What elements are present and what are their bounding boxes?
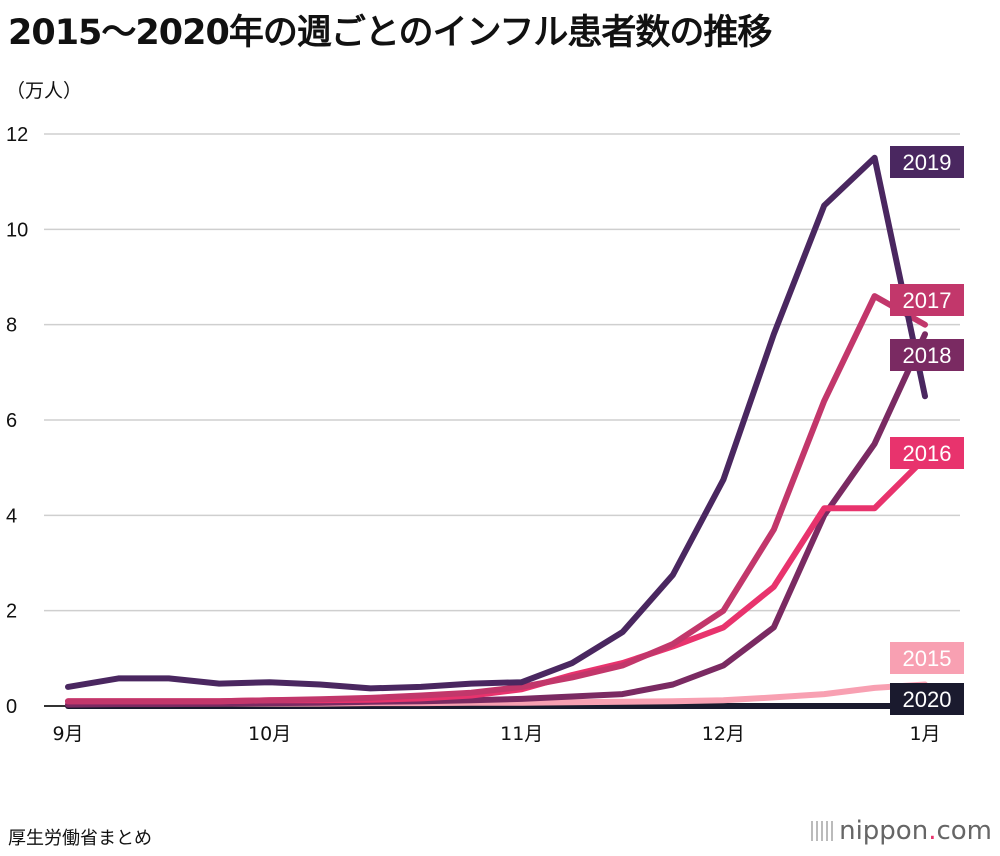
- series-label-text: 2017: [903, 288, 952, 313]
- series-label-bg: [890, 437, 964, 469]
- x-tick-label: 1月: [909, 723, 940, 745]
- brand-bars-icon: [811, 821, 834, 841]
- series-label-2016: 2016: [890, 437, 964, 469]
- series-line-2019: [65, 154, 928, 692]
- series-lines: [65, 154, 928, 709]
- series-line-2017: [65, 293, 928, 705]
- y-axis-unit-label: （万人）: [6, 80, 83, 102]
- x-tick-labels: 9月 10月 11月 12月 1月: [52, 723, 940, 745]
- y-tick-label: 2: [6, 601, 17, 623]
- x-tick-label: 9月: [52, 723, 83, 745]
- series-line-2018: [65, 331, 928, 708]
- x-tick-label: 11月: [500, 723, 543, 745]
- x-tick-label: 10月: [248, 723, 291, 745]
- y-tick-labels: 0 2 4 6 8 10 12: [6, 124, 28, 718]
- brand-logo: nippon.com: [811, 816, 992, 846]
- series-label-bg: [890, 339, 964, 371]
- series-label-2018: 2018: [890, 339, 964, 371]
- series-label-text: 2020: [903, 687, 952, 712]
- grid-lines: [44, 133, 960, 707]
- series-label-text: 2015: [903, 646, 952, 671]
- series-label-text: 2018: [903, 343, 952, 368]
- series-label-bg: [890, 146, 964, 178]
- series-label-2017: 2017: [890, 284, 964, 316]
- series-labels: 2015 2016 2017 2018 2019 2020: [890, 146, 964, 715]
- series-label-bg: [890, 642, 964, 674]
- series-label-bg: [890, 284, 964, 316]
- y-tick-label: 4: [6, 505, 17, 527]
- series-label-2015: 2015: [890, 642, 964, 674]
- brand-name: nippon: [839, 816, 929, 846]
- chart-title: 2015～2020年の週ごとのインフル患者数の推移: [8, 13, 772, 53]
- brand-dot: .: [928, 816, 937, 846]
- y-tick-label: 0: [6, 696, 17, 718]
- y-tick-label: 12: [6, 124, 28, 146]
- brand-tld: com: [936, 816, 992, 846]
- series-label-text: 2019: [903, 150, 952, 175]
- series-label-bg: [890, 683, 964, 715]
- y-tick-label: 8: [6, 315, 17, 337]
- series-label-2020: 2020: [890, 683, 964, 715]
- source-note: 厚生労働省まとめ: [8, 828, 152, 849]
- series-label-text: 2016: [903, 441, 952, 466]
- y-tick-label: 6: [6, 410, 17, 432]
- y-tick-label: 10: [6, 219, 28, 241]
- series-label-2019: 2019: [890, 146, 964, 178]
- x-tick-label: 12月: [702, 723, 745, 745]
